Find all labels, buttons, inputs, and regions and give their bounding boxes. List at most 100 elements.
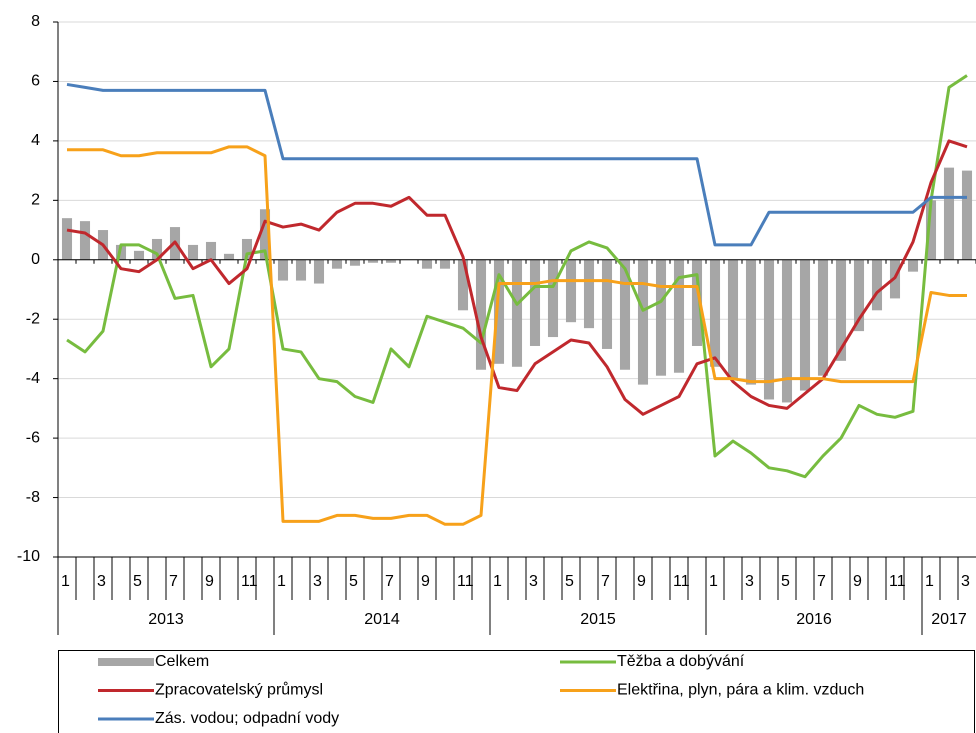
bar [583, 259, 595, 329]
bar [763, 259, 775, 400]
bar [799, 259, 811, 391]
bar [961, 170, 973, 260]
year-label: 2013 [148, 611, 184, 628]
bar [835, 259, 847, 361]
bar [241, 238, 253, 260]
bar [115, 244, 127, 260]
x-tick-label: 7 [385, 573, 394, 590]
x-tick-label: 5 [781, 573, 790, 590]
y-tick-label: 6 [31, 73, 40, 90]
line [66, 139, 968, 416]
line [66, 74, 968, 479]
x-tick-label: 9 [637, 573, 646, 590]
x-tick-label: 5 [133, 573, 142, 590]
legend-label: Zpracovatelský průmysl [155, 681, 323, 699]
bar [547, 259, 559, 338]
legend-box [58, 650, 975, 733]
year-label: 2015 [580, 611, 616, 628]
x-tick-label: 9 [853, 573, 862, 590]
bar [565, 259, 577, 323]
x-tick-label: 11 [889, 573, 906, 590]
bar [871, 259, 883, 311]
year-label: 2016 [796, 611, 832, 628]
bar [925, 200, 937, 260]
bar [781, 259, 793, 403]
bar [421, 259, 433, 269]
bar [529, 259, 541, 346]
bar [655, 259, 667, 376]
bar [205, 241, 217, 260]
y-tick-label: -6 [26, 429, 40, 446]
bar [601, 259, 613, 349]
legend-label: Zás. vodou; odpadní vody [155, 710, 339, 727]
bar [295, 259, 307, 281]
bar [745, 259, 757, 385]
bar [367, 259, 379, 263]
bar [709, 259, 721, 367]
bar [277, 259, 289, 281]
bar [79, 221, 91, 260]
x-tick-label: 11 [673, 573, 690, 590]
bar [511, 259, 523, 367]
x-tick-label: 1 [925, 573, 934, 590]
bar [727, 259, 739, 379]
x-tick-label: 1 [277, 573, 286, 590]
x-tick-label: 5 [565, 573, 574, 590]
bar [439, 259, 451, 269]
x-tick-label: 11 [241, 573, 258, 590]
x-tick-label: 7 [601, 573, 610, 590]
x-tick-label: 3 [313, 573, 322, 590]
bar [151, 238, 163, 260]
x-tick-label: 3 [745, 573, 754, 590]
x-tick-label: 11 [457, 573, 474, 590]
y-tick-label: 0 [31, 251, 40, 268]
bar [331, 259, 343, 269]
legend-label: Těžba a dobývání [617, 653, 745, 670]
y-tick-label: 8 [31, 13, 40, 30]
bar [457, 259, 469, 311]
x-tick-label: 3 [961, 573, 970, 590]
line [66, 82, 967, 247]
x-tick-label: 3 [529, 573, 538, 590]
bar [493, 259, 505, 364]
legend-label: Celkem [155, 653, 209, 670]
bar [133, 250, 145, 260]
bar [349, 259, 361, 266]
y-tick-label: -8 [26, 489, 40, 506]
x-tick-label: 9 [205, 573, 214, 590]
bar [691, 259, 703, 346]
line [67, 145, 967, 526]
y-tick-label: -4 [26, 370, 40, 387]
bar [673, 259, 685, 373]
x-tick-label: 7 [169, 573, 178, 590]
x-tick-label: 1 [61, 573, 70, 590]
bar [259, 209, 271, 260]
bar [223, 253, 235, 260]
bar [817, 259, 829, 376]
bar [637, 259, 649, 385]
x-tick-label: 5 [349, 573, 358, 590]
bar [61, 218, 73, 260]
bar [475, 259, 487, 370]
x-tick-label: 3 [97, 573, 106, 590]
bar [619, 259, 631, 370]
year-label: 2017 [931, 611, 967, 628]
x-tick-label: 7 [817, 573, 826, 590]
y-tick-label: 4 [31, 132, 40, 149]
bar [853, 259, 865, 332]
y-tick-label: 2 [31, 192, 40, 209]
bar [187, 244, 199, 260]
y-tick-label: -10 [17, 548, 40, 565]
x-tick-label: 1 [709, 573, 718, 590]
bar [943, 167, 955, 260]
legend-swatch [98, 658, 154, 666]
x-tick-label: 9 [421, 573, 430, 590]
x-tick-label: 1 [493, 573, 502, 590]
bar [907, 259, 919, 272]
legend-label: Elektřina, plyn, pára a klim. vzduch [617, 682, 864, 699]
year-label: 2014 [364, 611, 400, 628]
y-tick-label: -2 [26, 310, 40, 327]
bar [313, 259, 325, 284]
bar [385, 259, 397, 263]
